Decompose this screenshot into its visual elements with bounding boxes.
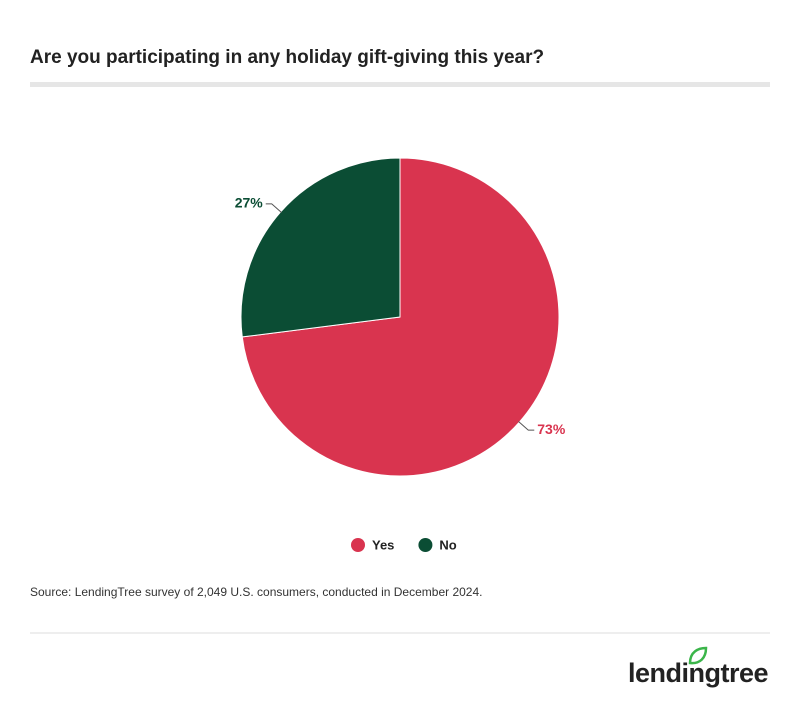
legend-label: Yes	[372, 537, 394, 552]
legend-swatch	[351, 538, 365, 552]
logo: lendingtree	[628, 658, 769, 688]
leader-line	[518, 421, 535, 431]
logo-leaf	[688, 646, 708, 665]
leader-line	[265, 203, 282, 213]
chart-title: Are you participating in any holiday gif…	[30, 47, 544, 68]
data-label: 73%	[537, 421, 566, 437]
data-label: 27%	[235, 195, 264, 211]
pie-slice	[240, 157, 401, 338]
legend-label: No	[439, 537, 456, 552]
legend-swatch	[418, 538, 433, 552]
source-note: Source: LendingTree survey of 2,049 U.S.…	[30, 585, 482, 599]
title-rule	[30, 82, 770, 87]
